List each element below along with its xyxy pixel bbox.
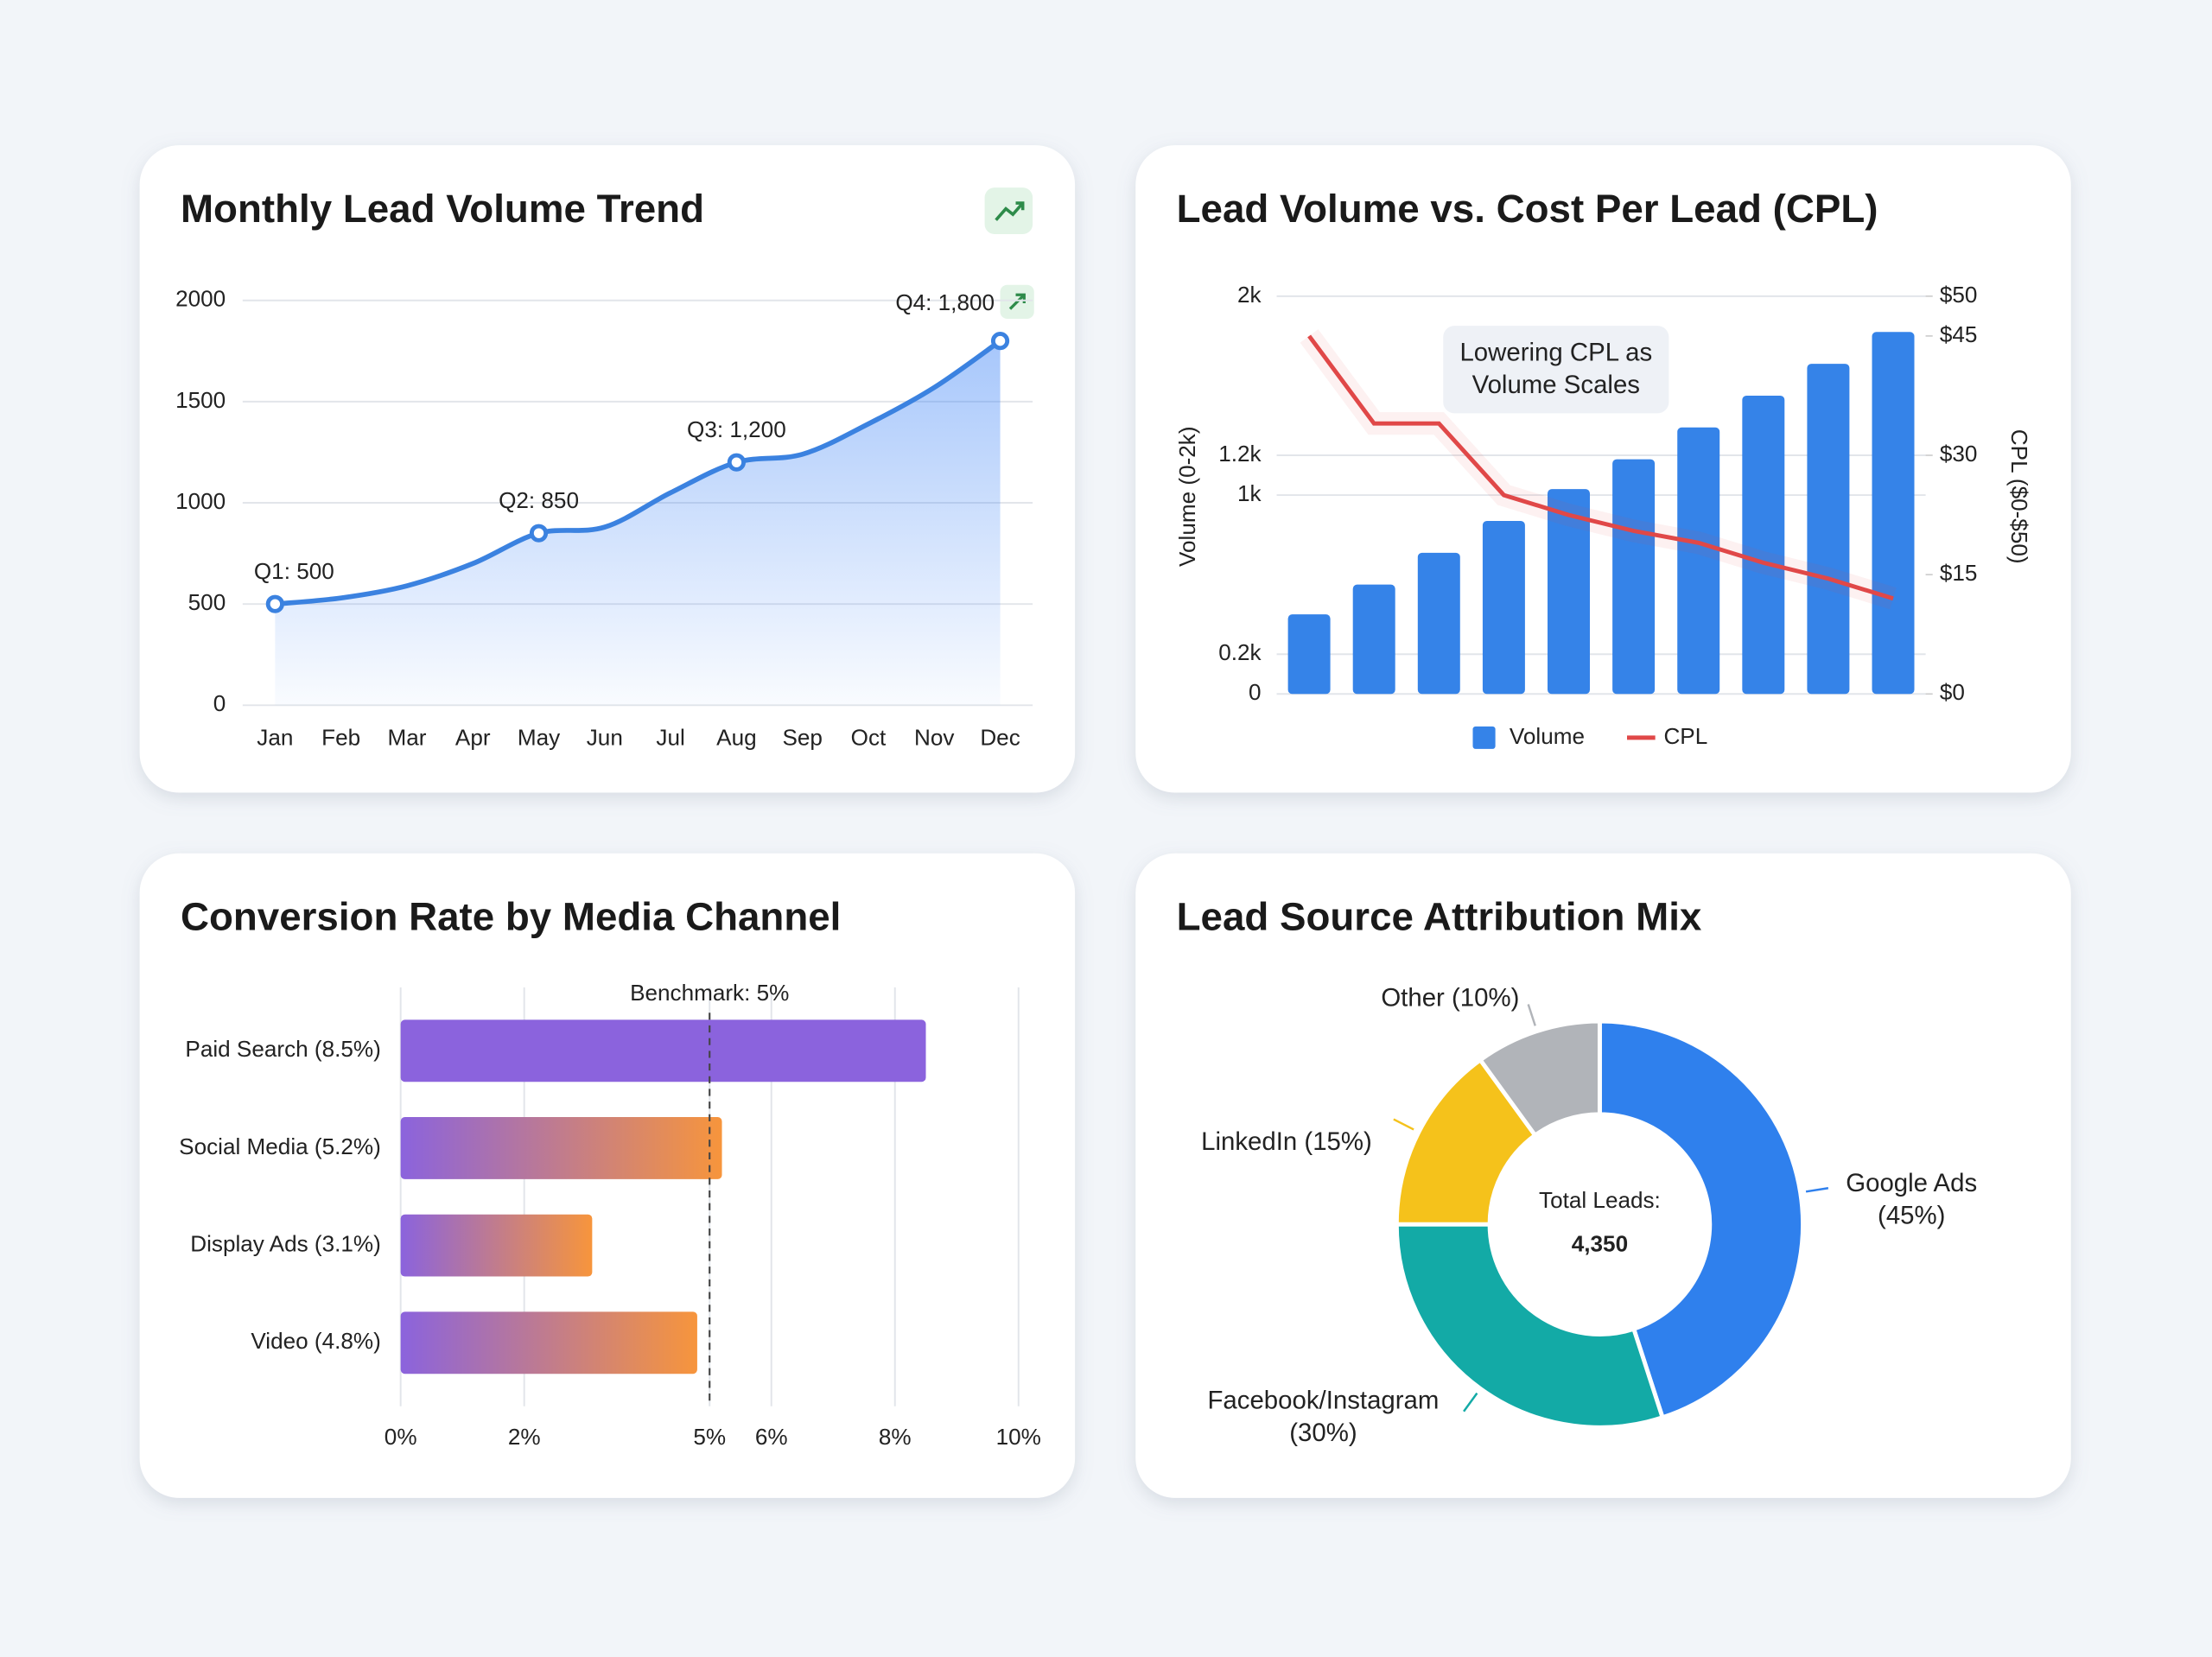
bar xyxy=(400,1214,593,1277)
y-tick-label: 1000 xyxy=(175,488,226,514)
y-tick-label: Social Media (5.2%) xyxy=(179,1133,381,1159)
point xyxy=(265,594,284,613)
y-tick-label: 2000 xyxy=(175,286,226,312)
x-tick-label: Jan xyxy=(257,724,293,750)
center-title: Total Leads: xyxy=(1539,1187,1661,1213)
data-label: Q2: 850 xyxy=(499,487,579,513)
legend-swatch xyxy=(1472,726,1496,749)
leader-line xyxy=(1805,1187,1829,1193)
slice-label: Facebook/Instagram (30%) xyxy=(1207,1386,1440,1448)
y-tick-label: 2k xyxy=(1237,282,1262,308)
donut-slice xyxy=(1477,1019,1602,1139)
leader-line xyxy=(1393,1118,1414,1131)
data-label: Q1: 500 xyxy=(254,558,334,584)
x-tick-label: Dec xyxy=(980,724,1020,750)
trend-icon xyxy=(984,187,1033,235)
bar xyxy=(1677,427,1720,695)
bar xyxy=(400,1311,697,1374)
x-tick-label: 2% xyxy=(508,1424,541,1450)
chart-title: Lead Volume vs. Cost Per Lead (CPL) xyxy=(1177,187,1878,231)
y-tick-label: 0 xyxy=(213,690,226,716)
x-tick-label: Nov xyxy=(914,724,954,750)
bar xyxy=(400,1019,926,1082)
x-tick-label: Oct xyxy=(851,724,887,750)
y-tick-label: 500 xyxy=(188,589,226,615)
y2-tick-label: $0 xyxy=(1940,679,1965,705)
y-tick-label: 1500 xyxy=(175,387,226,413)
bar xyxy=(1352,584,1395,695)
card xyxy=(1135,853,2071,1498)
y2-tick-label: $45 xyxy=(1940,321,1978,347)
point xyxy=(727,453,747,472)
bar xyxy=(1612,459,1656,695)
donut-slice xyxy=(1394,1222,1666,1430)
slice-label: Other (10%) xyxy=(1381,983,1520,1013)
donut-slice xyxy=(1394,1057,1538,1227)
y2-tick-label: $50 xyxy=(1940,282,1978,308)
x-tick-label: 6% xyxy=(755,1424,788,1450)
donut-slice xyxy=(1597,1019,1805,1420)
bar xyxy=(1807,364,1850,695)
y-tick-label: 0 xyxy=(1249,679,1262,705)
leader-line xyxy=(1463,1392,1478,1413)
chart-title: Lead Source Attribution Mix xyxy=(1177,895,1702,939)
bar xyxy=(1872,332,1915,695)
x-tick-label: Jun xyxy=(587,724,623,750)
x-tick-label: Sep xyxy=(782,724,822,750)
x-tick-label: Mar xyxy=(387,724,426,750)
annotation-box xyxy=(1443,326,1669,414)
line xyxy=(1307,334,1894,601)
x-tick-label: 10% xyxy=(996,1424,1041,1450)
trend-icon xyxy=(1000,284,1034,319)
leader-line xyxy=(1527,1004,1536,1026)
line xyxy=(275,339,1002,607)
bar xyxy=(1482,520,1525,695)
slice-label: Google Ads (45%) xyxy=(1846,1168,1978,1230)
legend-label: Volume xyxy=(1510,723,1585,749)
legend-label: CPL xyxy=(1663,723,1707,749)
y-tick-label: Display Ads (3.1%) xyxy=(190,1231,381,1257)
y-tick-label: 1.2k xyxy=(1218,441,1262,467)
x-tick-label: Aug xyxy=(716,724,756,750)
area xyxy=(275,340,1001,706)
annotation: Lowering CPL as Volume Scales xyxy=(1459,338,1653,400)
data-label: Q3: 1,200 xyxy=(687,416,786,442)
y-axis-title: Volume (0-2k) xyxy=(1174,426,1200,567)
x-tick-label: 0% xyxy=(385,1424,417,1450)
center-value: 4,350 xyxy=(1572,1231,1628,1257)
y2-axis-title: CPL ($0-$50) xyxy=(2006,429,2032,564)
y2-tick-label: $15 xyxy=(1940,560,1978,586)
y2-tick-label: $30 xyxy=(1940,441,1978,467)
y-tick-label: 1k xyxy=(1237,480,1262,506)
bar xyxy=(400,1117,722,1179)
y-tick-label: Paid Search (8.5%) xyxy=(185,1036,380,1062)
bar xyxy=(1548,489,1590,695)
bar xyxy=(1287,614,1331,695)
y-tick-label: Video (4.8%) xyxy=(251,1328,380,1354)
x-tick-label: Jul xyxy=(656,724,684,750)
point xyxy=(990,331,1010,351)
x-tick-label: 8% xyxy=(879,1424,912,1450)
slice-label: LinkedIn (15%) xyxy=(1201,1127,1372,1156)
x-tick-label: Feb xyxy=(321,724,360,750)
chart-title: Conversion Rate by Media Channel xyxy=(181,895,841,939)
y-tick-label: 0.2k xyxy=(1218,639,1262,665)
x-tick-label: Apr xyxy=(455,724,491,750)
bar xyxy=(1417,552,1460,695)
bar xyxy=(1742,395,1785,695)
point xyxy=(529,524,549,543)
data-label: Q4: 1,800 xyxy=(895,289,995,315)
benchmark-label: Benchmark: 5% xyxy=(630,980,789,1006)
chart-title: Monthly Lead Volume Trend xyxy=(181,187,704,231)
card xyxy=(1135,145,2071,793)
x-tick-label: May xyxy=(518,724,560,750)
x-tick-label: 5% xyxy=(693,1424,726,1450)
